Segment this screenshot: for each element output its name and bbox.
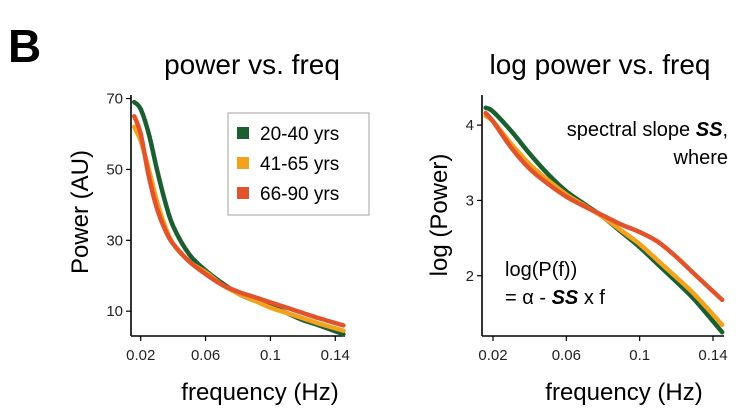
y-tick-label: 4 [466,117,474,134]
annotation-slope-text: spectral slope [567,119,696,141]
legend: 20-40 yrs 41-65 yrs 66-90 yrs [227,112,370,216]
panel-label: B [8,20,41,72]
axes: 0.02 0.06 0.1 0.14 2 3 4 [466,95,728,364]
y-axis-title: Power (AU) [67,150,94,274]
annotation-formula-line2: = α - SS x f [505,287,605,309]
y-tick-label: 3 [466,192,474,209]
chart-title: power vs. freq [164,49,340,80]
legend-label-young: 20-40 yrs [260,124,339,145]
y-tick-label: 30 [106,232,123,249]
annotation-slope-comma: , [722,119,728,141]
legend-swatch-old [237,187,249,199]
annotation-formula-pre: = α - [505,287,552,309]
x-tick-label: 0.06 [191,347,220,364]
series-line-old [483,110,725,303]
x-tick-label: 0.14 [321,347,350,364]
axes: 0.02 0.06 0.1 0.14 10 30 50 70 [106,91,350,364]
x-axis-title: frequency (Hz) [545,379,702,406]
x-tick-label: 0.02 [478,347,507,364]
series-line-old [131,114,346,328]
chart-power-vs-freq: power vs. freq frequency (Hz) Power (AU)… [67,49,370,406]
legend-label-old: 66-90 yrs [260,184,339,205]
legend-swatch-young [237,127,249,139]
annotation-formula-symbol: SS [552,287,579,309]
y-tick-label: 50 [106,161,123,178]
x-tick-label: 0.02 [126,347,155,364]
annotation-formula-post: x f [578,287,605,309]
annotation-slope-line2: where [673,147,728,169]
chart-title: log power vs. freq [490,49,711,80]
y-tick-label: 70 [106,91,123,108]
annotation-formula-line1: log(P(f)) [505,259,577,281]
legend-box [227,112,370,216]
x-axis-title: frequency (Hz) [181,379,338,406]
series-layer [483,105,725,335]
series-layer [131,99,346,337]
y-tick-label: 2 [466,268,474,285]
legend-swatch-mid [237,157,249,169]
legend-label-mid: 41-65 yrs [260,154,339,175]
annotation-slope-line1: spectral slope SS, [567,119,728,141]
x-tick-label: 0.06 [552,347,581,364]
y-axis-title: log (Power) [426,154,453,277]
x-tick-label: 0.14 [698,347,727,364]
chart-log-power-vs-freq: log power vs. freq frequency (Hz) log (P… [426,49,728,406]
y-tick-label: 10 [106,303,123,320]
annotation-slope-symbol: SS [696,119,723,141]
x-tick-label: 0.1 [260,347,281,364]
x-tick-label: 0.1 [629,347,650,364]
